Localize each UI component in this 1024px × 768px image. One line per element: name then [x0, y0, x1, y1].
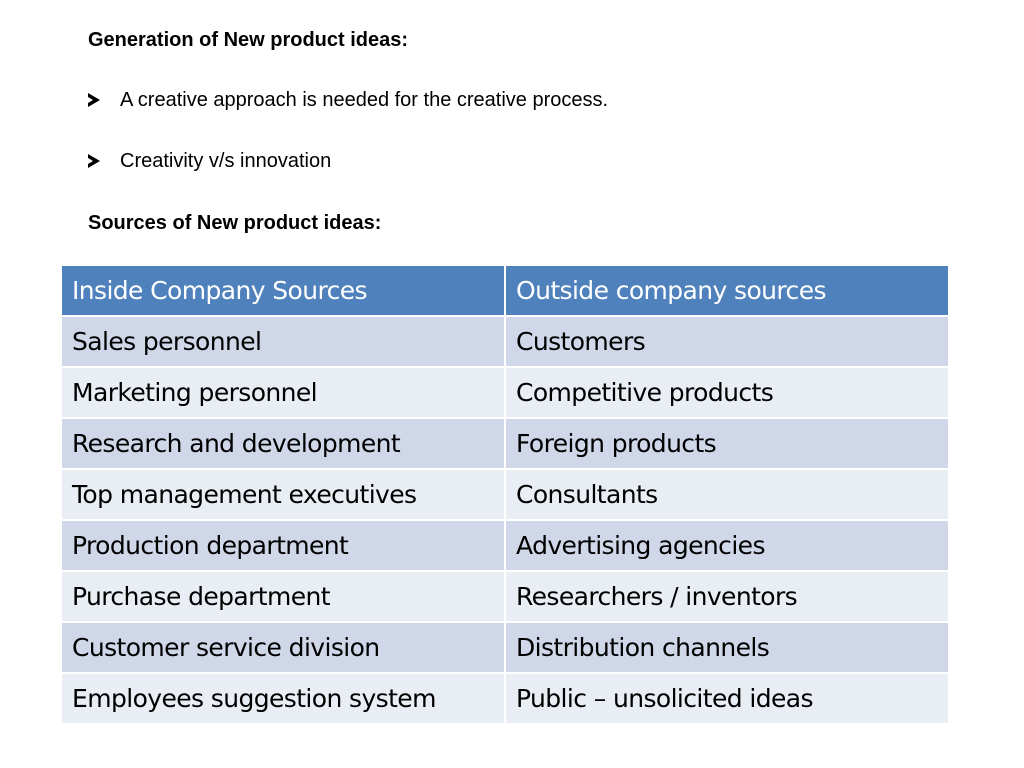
inside-source-cell: Research and development	[60, 417, 506, 470]
arrowhead-bullet-icon	[88, 93, 100, 107]
inside-source-cell: Marketing personnel	[60, 366, 506, 419]
outside-source-cell: Researchers / inventors	[504, 570, 950, 623]
bullet-item: Creativity v/s innovation	[88, 149, 608, 173]
outside-source-cell: Customers	[504, 315, 950, 368]
inside-source-cell: Sales personnel	[60, 315, 506, 368]
table-row: Production department Advertising agenci…	[60, 519, 950, 572]
outside-source-cell: Competitive products	[504, 366, 950, 419]
bullet-item: A creative approach is needed for the cr…	[88, 88, 608, 112]
outside-source-cell: Consultants	[504, 468, 950, 521]
table-row: Marketing personnel Competitive products	[60, 366, 950, 419]
inside-source-cell: Production department	[60, 519, 506, 572]
outside-source-cell: Public – unsolicited ideas	[504, 672, 950, 725]
bullet-text: Creativity v/s innovation	[120, 150, 332, 172]
inside-source-cell: Top management executives	[60, 468, 506, 521]
header-outside-sources: Outside company sources	[504, 264, 950, 317]
sources-table: Inside Company Sources Outside company s…	[60, 264, 950, 725]
arrowhead-bullet-icon	[88, 154, 100, 168]
outside-source-cell: Advertising agencies	[504, 519, 950, 572]
table-row: Customer service division Distribution c…	[60, 621, 950, 674]
inside-source-cell: Employees suggestion system	[60, 672, 506, 725]
table-header-row: Inside Company Sources Outside company s…	[60, 264, 950, 317]
header-inside-sources: Inside Company Sources	[60, 264, 506, 317]
table-row: Employees suggestion system Public – uns…	[60, 672, 950, 725]
generation-heading: Generation of New product ideas:	[88, 29, 409, 51]
outside-source-cell: Distribution channels	[504, 621, 950, 674]
table-row: Sales personnel Customers	[60, 315, 950, 368]
outside-source-cell: Foreign products	[504, 417, 950, 470]
bullet-text: A creative approach is needed for the cr…	[120, 89, 609, 111]
table-row: Research and development Foreign product…	[60, 417, 950, 470]
bullet-list: A creative approach is needed for the cr…	[88, 88, 608, 210]
inside-source-cell: Purchase department	[60, 570, 506, 623]
inside-source-cell: Customer service division	[60, 621, 506, 674]
table-row: Purchase department Researchers / invent…	[60, 570, 950, 623]
sources-heading: Sources of New product ideas:	[88, 212, 382, 234]
table-row: Top management executives Consultants	[60, 468, 950, 521]
